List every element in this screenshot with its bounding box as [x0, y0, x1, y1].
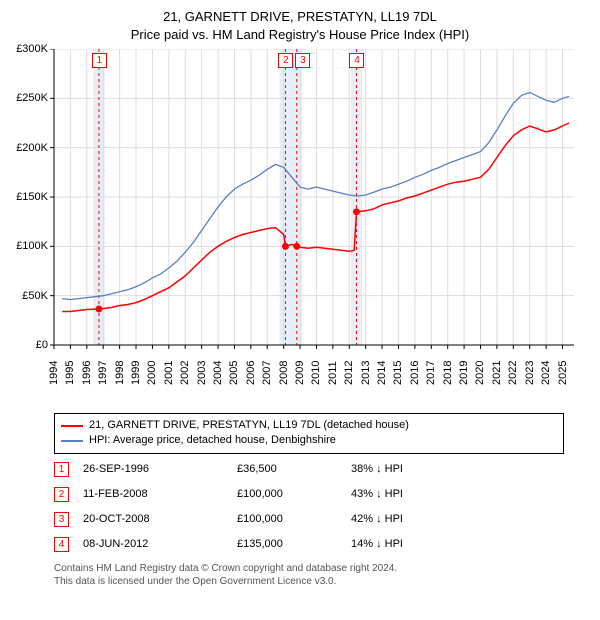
sales-table: 1 26-SEP-1996 £36,500 38% ↓ HPI 2 11-FEB-2008…: [54, 462, 564, 552]
x-tick-label: 2000: [146, 361, 158, 385]
x-tick-label: 2008: [278, 361, 290, 385]
x-tick-label: 2024: [540, 361, 552, 385]
event-marker: 2: [278, 53, 293, 68]
legend-label: HPI: Average price, detached house, Denb…: [89, 433, 336, 448]
x-tick-label: 2010: [310, 361, 322, 385]
legend-swatch: [61, 425, 83, 427]
x-axis-ticks: 1994199519961997199819992000200120022003…: [54, 371, 590, 407]
x-tick-label: 2001: [163, 361, 175, 385]
sales-marker: 3: [54, 512, 69, 527]
sales-marker: 2: [54, 487, 69, 502]
x-tick-label: 2015: [392, 361, 404, 385]
sales-price: £36,500: [237, 463, 337, 475]
sales-marker: 1: [54, 462, 69, 477]
x-tick-label: 2022: [507, 361, 519, 385]
x-tick-label: 1994: [48, 361, 60, 385]
x-tick-label: 2021: [491, 361, 503, 385]
sales-price: £100,000: [237, 488, 337, 500]
event-marker: 3: [295, 53, 310, 68]
event-marker: 4: [349, 53, 364, 68]
x-tick-label: 1996: [81, 361, 93, 385]
event-marker: 1: [92, 53, 107, 68]
sales-price: £100,000: [237, 513, 337, 525]
footer-line2: This data is licensed under the Open Gov…: [54, 575, 590, 589]
sales-marker: 4: [54, 537, 69, 552]
x-tick-label: 2011: [327, 361, 339, 385]
legend-label: 21, GARNETT DRIVE, PRESTATYN, LL19 7DL (…: [89, 418, 409, 433]
x-tick-label: 2005: [228, 361, 240, 385]
x-tick-label: 2003: [196, 361, 208, 385]
legend-item: 21, GARNETT DRIVE, PRESTATYN, LL19 7DL (…: [61, 418, 557, 433]
sales-row: 2 11-FEB-2008 £100,000 43% ↓ HPI: [54, 487, 564, 502]
legend-swatch: [61, 440, 83, 442]
chart-area: £0£50K£100K£150K£200K£250K£300K 1234: [10, 49, 590, 369]
x-tick-label: 2004: [212, 361, 224, 385]
sales-hpi: 43% ↓ HPI: [351, 488, 564, 500]
x-tick-label: 2012: [343, 361, 355, 385]
sales-hpi: 38% ↓ HPI: [351, 463, 564, 475]
x-tick-label: 2020: [474, 361, 486, 385]
x-tick-label: 2025: [557, 361, 569, 385]
x-tick-label: 2009: [294, 361, 306, 385]
x-tick-label: 2019: [458, 361, 470, 385]
sales-date: 26-SEP-1996: [83, 463, 223, 475]
x-tick-label: 1997: [97, 361, 109, 385]
x-tick-label: 1995: [64, 361, 76, 385]
title-line2: Price paid vs. HM Land Registry's House …: [10, 26, 590, 44]
x-tick-label: 2007: [261, 361, 273, 385]
sales-date: 20-OCT-2008: [83, 513, 223, 525]
x-tick-label: 2013: [360, 361, 372, 385]
sales-row: 4 08-JUN-2012 £135,000 14% ↓ HPI: [54, 537, 564, 552]
x-tick-label: 2006: [245, 361, 257, 385]
sales-hpi: 14% ↓ HPI: [351, 538, 564, 550]
x-tick-label: 2018: [442, 361, 454, 385]
sales-date: 11-FEB-2008: [83, 488, 223, 500]
sales-row: 3 20-OCT-2008 £100,000 42% ↓ HPI: [54, 512, 564, 527]
footer-line1: Contains HM Land Registry data © Crown c…: [54, 562, 590, 576]
chart-svg: [10, 49, 590, 369]
title-line1: 21, GARNETT DRIVE, PRESTATYN, LL19 7DL: [10, 8, 590, 26]
x-tick-label: 2017: [425, 361, 437, 385]
x-tick-label: 2023: [524, 361, 536, 385]
x-tick-label: 1998: [114, 361, 126, 385]
x-tick-label: 1999: [130, 361, 142, 385]
x-tick-label: 2014: [376, 361, 388, 385]
x-tick-label: 2016: [409, 361, 421, 385]
legend: 21, GARNETT DRIVE, PRESTATYN, LL19 7DL (…: [54, 413, 564, 454]
legend-item: HPI: Average price, detached house, Denb…: [61, 433, 557, 448]
x-tick-label: 2002: [179, 361, 191, 385]
chart-title: 21, GARNETT DRIVE, PRESTATYN, LL19 7DL P…: [10, 8, 590, 43]
sales-date: 08-JUN-2012: [83, 538, 223, 550]
sales-price: £135,000: [237, 538, 337, 550]
attribution: Contains HM Land Registry data © Crown c…: [54, 562, 590, 589]
sales-hpi: 42% ↓ HPI: [351, 513, 564, 525]
sales-row: 1 26-SEP-1996 £36,500 38% ↓ HPI: [54, 462, 564, 477]
